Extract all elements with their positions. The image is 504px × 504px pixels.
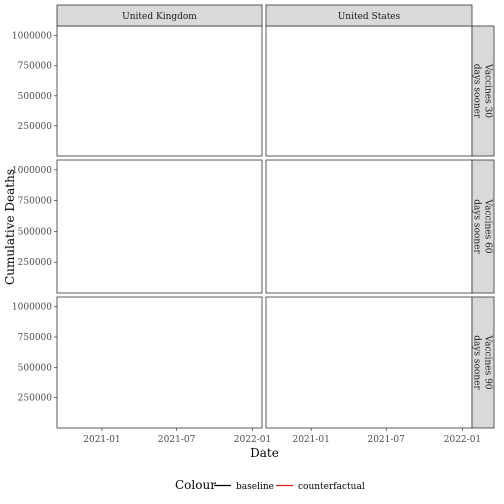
y-tick-label: 750000 <box>18 62 53 72</box>
y-tick-label: 250000 <box>18 122 53 132</box>
y-tick-label: 750000 <box>18 333 53 343</box>
y-tick-label: 250000 <box>18 394 53 404</box>
panel <box>266 160 472 293</box>
y-tick-label: 500000 <box>18 363 53 373</box>
legend: Colour baseline counterfactual <box>175 478 365 492</box>
column-strip-label: United Kingdom <box>122 12 197 22</box>
y-tick-label: 500000 <box>18 92 53 102</box>
panel-border <box>266 26 472 156</box>
x-tick-label: 2022-01 <box>444 435 481 445</box>
x-tick-label: 2021-01 <box>83 435 120 445</box>
panels: 250000 500000 750000 1000000 250000 500000 750… <box>12 26 481 445</box>
y-tick-label: 1000000 <box>12 32 52 42</box>
y-tick-label: 250000 <box>18 258 53 268</box>
x-tick-label: 2021-01 <box>292 435 329 445</box>
legend-label: counterfactual <box>298 482 365 492</box>
legend-label: baseline <box>236 482 274 492</box>
legend-entry: baseline <box>214 482 274 492</box>
x-tick-label: 2021-07 <box>367 435 405 445</box>
y-tick-label: 500000 <box>18 227 53 237</box>
row-strip-label: Vaccines 60days sooner <box>472 198 493 254</box>
y-tick-label: 750000 <box>18 197 53 207</box>
x-axis-title: Date <box>250 446 279 460</box>
legend-title: Colour <box>175 478 216 492</box>
panel-border <box>57 26 262 156</box>
row-strip-label: Vaccines 30days sooner <box>472 63 493 119</box>
x-tick-label: 2021-07 <box>158 435 196 445</box>
legend-entry: counterfactual <box>276 482 365 492</box>
y-axis-title: Cumulative Deaths <box>3 169 17 285</box>
y-tick-label: 1000000 <box>12 166 52 176</box>
panel: 250000 500000 750000 1000000 <box>12 160 262 293</box>
panel: 2021-01 2021-07 2022-01 <box>266 297 481 445</box>
y-tick-label: 1000000 <box>12 303 52 313</box>
panel-border <box>266 297 472 428</box>
panel: 250000 500000 750000 1000000 <box>12 26 262 156</box>
panel-border <box>57 160 262 293</box>
panel <box>266 26 472 156</box>
x-tick-label: 2022-01 <box>234 435 271 445</box>
row-strip-label: Vaccines 90days sooner <box>472 334 493 390</box>
column-strip-label: United States <box>338 12 401 22</box>
panel: 250000 500000 750000 1000000 2021-01 2021-07 2… <box>12 297 271 445</box>
panel-border <box>266 160 472 293</box>
panel-border <box>57 297 262 428</box>
